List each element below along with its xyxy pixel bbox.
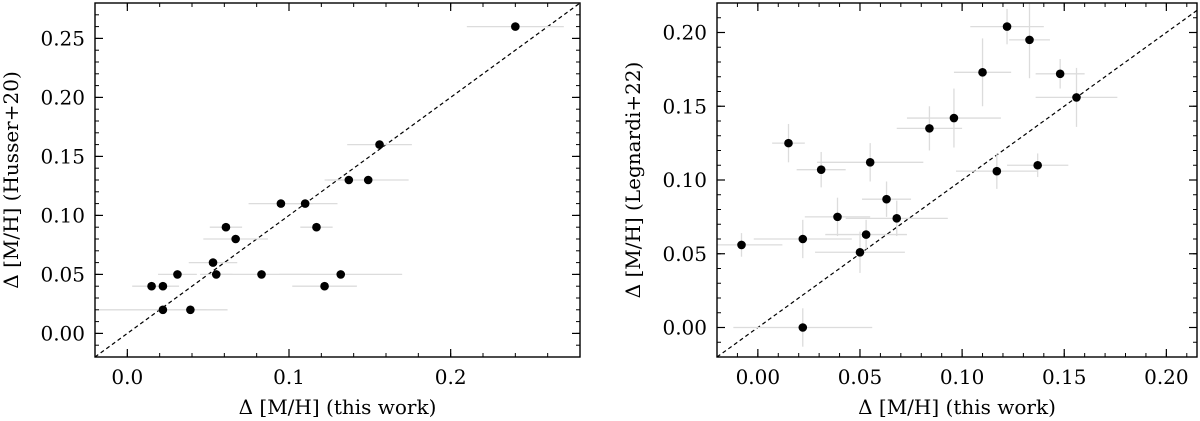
data-point [925,124,934,133]
data-point [344,175,354,185]
data-point [892,214,902,223]
data-point [158,281,168,291]
x-tick-label: 0.2 [435,365,467,389]
data-point [798,234,808,244]
x-axis-label: Δ [M/H] (this work) [858,395,1056,419]
data-point [992,166,1002,176]
y-tick-label: 0.15 [662,94,707,118]
data-point [1055,69,1065,79]
data-point [949,113,959,123]
data-point [221,222,231,232]
data-point [147,281,156,291]
y-tick-label: 0.10 [662,168,707,192]
plot-area [717,3,1197,357]
panel-right: 0.00 0.05 0.10 0.15 0.20 0.00 0.05 0.10 0.15 0.20… [621,2,1198,419]
y-axis-label: Δ [M/H] (Husser+20) [0,71,23,288]
data-point [312,222,321,232]
data-point [1033,160,1042,170]
data-point [833,212,842,222]
data-point [1072,93,1081,102]
y-tick-label: 0.20 [662,21,707,45]
data-point [1025,35,1034,45]
one-to-one-line [717,9,1197,357]
x-tick-label: 0.05 [838,365,883,389]
axes-frame [716,2,1198,358]
data-point [173,270,182,279]
x-tick-label: 0.20 [1144,365,1189,389]
data-point [320,281,329,291]
data-point [211,270,221,279]
data-point [276,199,286,208]
y-tick-label: 0.00 [40,321,85,345]
data-point [363,175,373,185]
data-point [798,323,808,332]
x-tick-label: 0.15 [1042,365,1087,389]
x-tick-label: 0.10 [940,365,985,389]
y-axis-label: Δ [M/H] (Legnardi+22) [621,62,645,299]
data-point [231,234,240,244]
x-axis-label: Δ [M/H] (this work) [239,395,437,419]
data-point [208,258,218,267]
data-point [855,247,865,257]
data-point [784,138,793,148]
x-tick-label: 0.00 [736,365,781,389]
y-tick-label: 0.20 [40,85,85,109]
data-point [1002,22,1012,31]
panel-left: 0.0 0.1 0.2 0.00 0.05 0.10 0.15 0.20 0.25 Δ [M/H]… [0,2,581,419]
data-point [257,270,266,279]
data-point [300,199,310,208]
ticks [94,2,581,358]
y-tick-label: 0.05 [40,262,85,286]
data-point [816,165,826,174]
x-tick-label: 0.0 [111,365,143,389]
data-point [511,22,520,31]
data-point [737,240,746,250]
data-point [865,158,875,167]
ticks [716,2,1197,358]
y-tick-label: 0.25 [40,26,85,50]
y-tick-label: 0.00 [662,316,707,340]
data-point [882,194,891,204]
one-to-one-line [95,3,580,357]
data-point [861,230,871,239]
y-tick-label: 0.15 [40,144,85,168]
data-point [186,305,195,315]
data-point [978,68,987,77]
data-point [336,270,346,279]
y-tick-label: 0.05 [662,242,707,266]
data-point [375,140,384,149]
plot-area [95,3,580,357]
y-tick-label: 0.10 [40,203,85,227]
x-tick-label: 0.1 [273,365,305,389]
data-point [158,305,168,315]
